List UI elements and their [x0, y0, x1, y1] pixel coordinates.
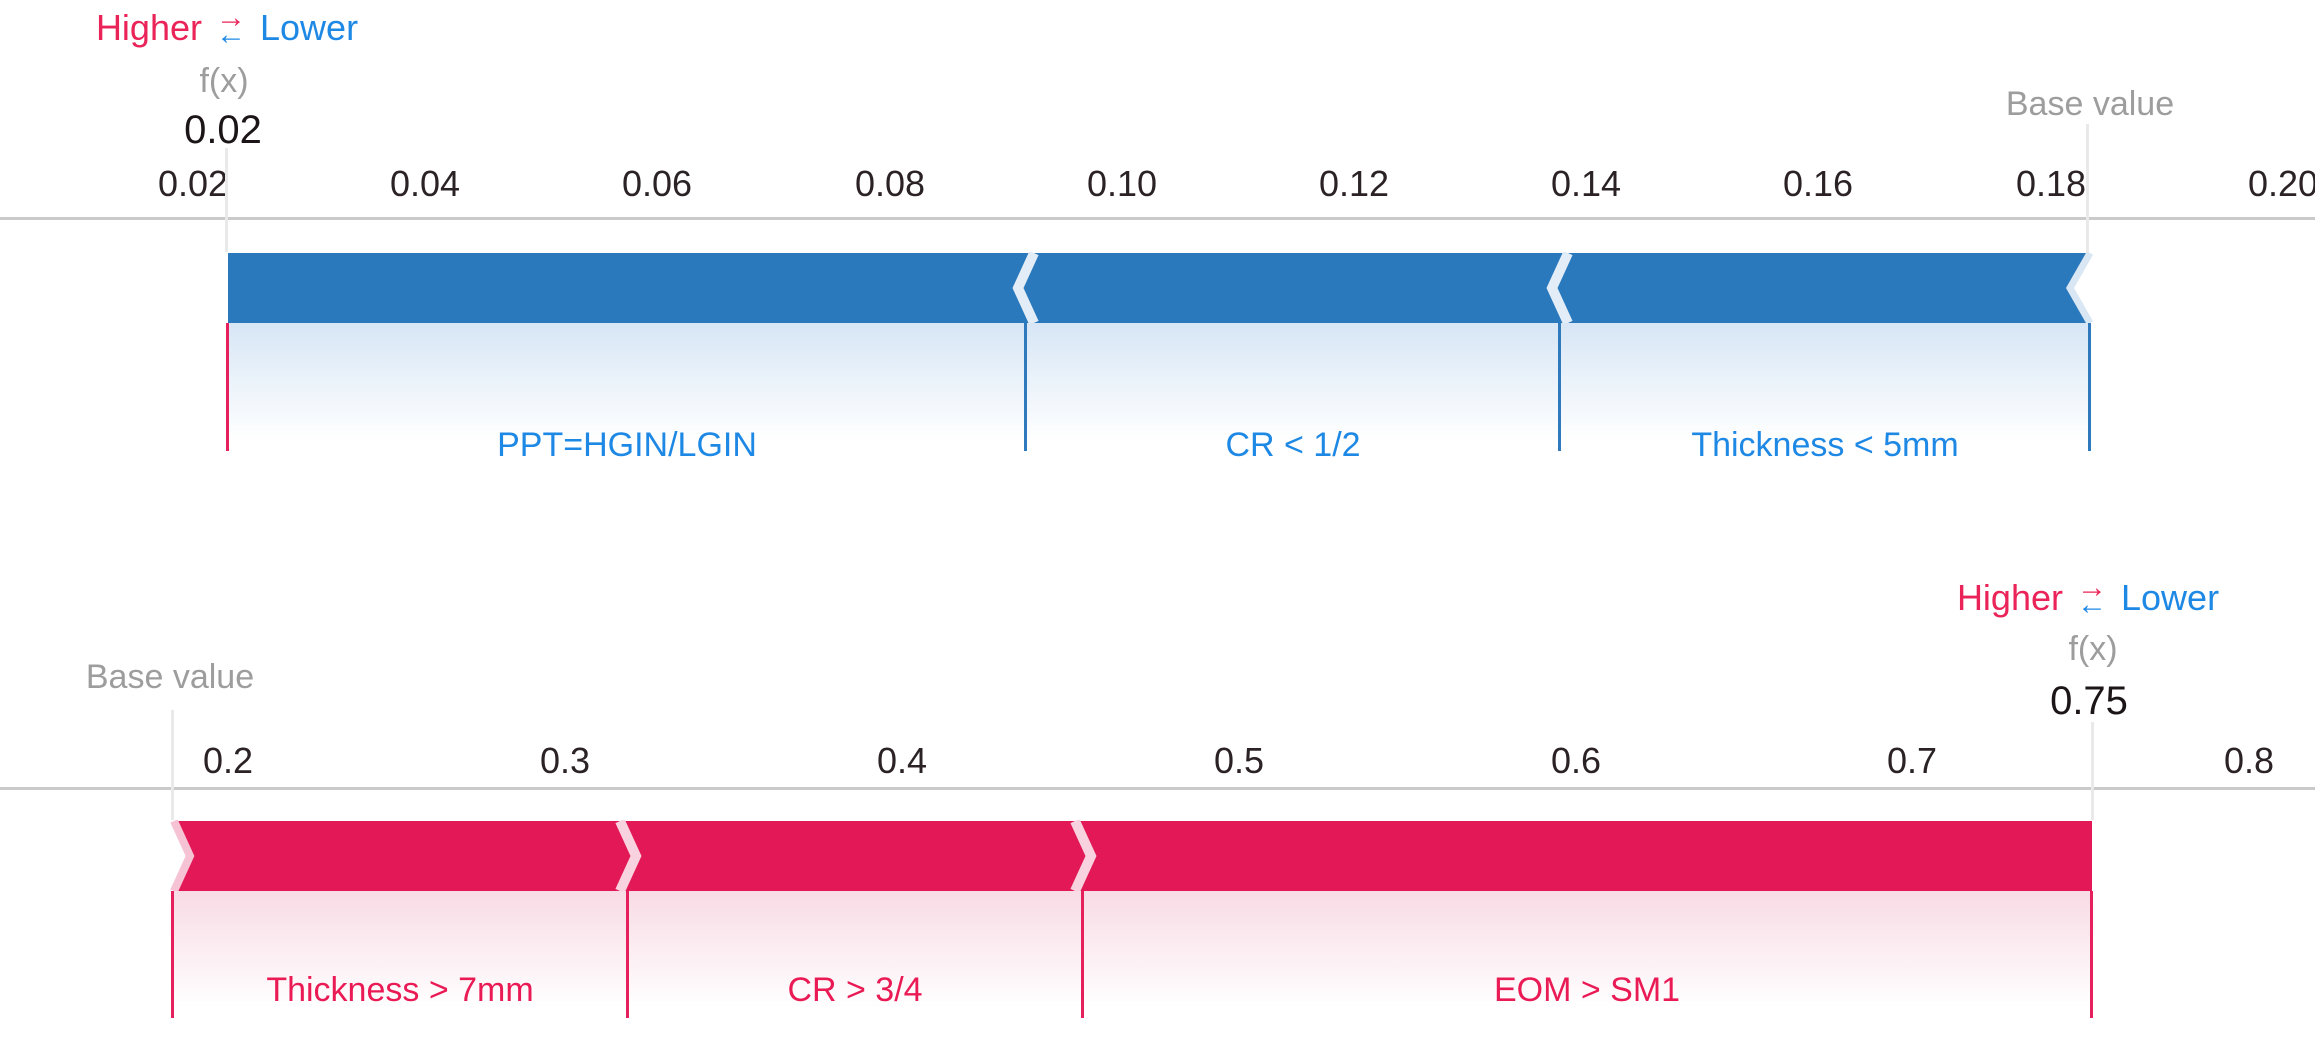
fx-label: f(x) [2068, 630, 2118, 668]
fx-label: f(x) [199, 62, 249, 100]
boundary-line [1558, 323, 1561, 451]
boundary-line [2088, 323, 2091, 451]
tick-label: 0.10 [1086, 163, 1158, 204]
tick-label: 0.6 [1550, 740, 1602, 781]
base-value-label: Base value [2005, 85, 2175, 123]
boundary-line [2090, 891, 2093, 1018]
legend-bottom: Higher → ← Lower [1956, 573, 2220, 621]
feature-label: EOM > SM1 [1493, 971, 1681, 1009]
legend-top: Higher → ← Lower [95, 3, 359, 51]
fx-value: 0.75 [2050, 679, 2128, 723]
tick-label: 0.2 [202, 740, 254, 781]
tick-label: 0.20 [2247, 163, 2315, 204]
gradient-apron-top [228, 323, 2090, 455]
tick-label: 0.12 [1318, 163, 1390, 204]
tick-label: 0.08 [854, 163, 926, 204]
feature-label: CR < 1/2 [1225, 426, 1361, 464]
feature-label: Thickness < 5mm [1691, 426, 1959, 464]
tick-label: 0.02 [157, 163, 229, 204]
force-bar-bottom [170, 820, 2092, 892]
feature-label: PPT=HGIN/LGIN [497, 426, 757, 464]
tick-label: 0.18 [2015, 163, 2087, 204]
segment-divider-chevron [1546, 252, 1573, 324]
tick-label: 0.8 [2223, 740, 2275, 781]
tick-label: 0.7 [1886, 740, 1938, 781]
tick-label: 0.3 [539, 740, 591, 781]
arrow-left-icon: ← [2077, 588, 2107, 621]
gradient-apron-bottom [173, 891, 2092, 1021]
tick-label: 0.5 [1213, 740, 1265, 781]
segment-divider-chevron [615, 820, 642, 892]
lower-label: Lower [2121, 577, 2220, 618]
axis-line-bottom [0, 787, 2315, 790]
base-value-marker-line [171, 710, 174, 820]
red-force-bar [176, 821, 2092, 891]
tick-label: 0.14 [1550, 163, 1622, 204]
boundary-line [171, 891, 174, 1018]
segment-divider-chevron [1012, 252, 1039, 324]
tick-label: 0.4 [876, 740, 928, 781]
boundary-line [1081, 891, 1084, 1018]
higher-label: Higher [1956, 577, 2063, 618]
swap-arrows-icon: → ← [2077, 573, 2107, 621]
swap-arrows-icon: → ← [216, 3, 246, 51]
fx-value: 0.02 [184, 108, 262, 152]
fx-marker-line [2091, 722, 2094, 820]
segment-divider-chevron [1070, 820, 1097, 892]
lower-label: Lower [260, 7, 359, 48]
axis-line-top [0, 217, 2315, 220]
boundary-line [226, 323, 229, 451]
arrow-left-icon: ← [216, 18, 246, 51]
bar-end-notch-edge [2065, 252, 2094, 324]
tick-label: 0.04 [389, 163, 461, 204]
tick-label: 0.16 [1782, 163, 1854, 204]
tick-label: 0.06 [621, 163, 693, 204]
feature-label: Thickness > 7mm [266, 971, 534, 1009]
force-bar-top [228, 252, 2094, 324]
base-value-label: Base value [85, 658, 255, 696]
feature-label: CR > 3/4 [787, 971, 923, 1009]
base-value-marker-line [2086, 124, 2089, 252]
higher-label: Higher [95, 7, 202, 48]
boundary-line [1024, 323, 1027, 451]
boundary-line [626, 891, 629, 1018]
blue-force-bar [228, 253, 2090, 323]
fx-marker-line [225, 148, 228, 252]
bar-start-notch-edge [170, 820, 195, 892]
